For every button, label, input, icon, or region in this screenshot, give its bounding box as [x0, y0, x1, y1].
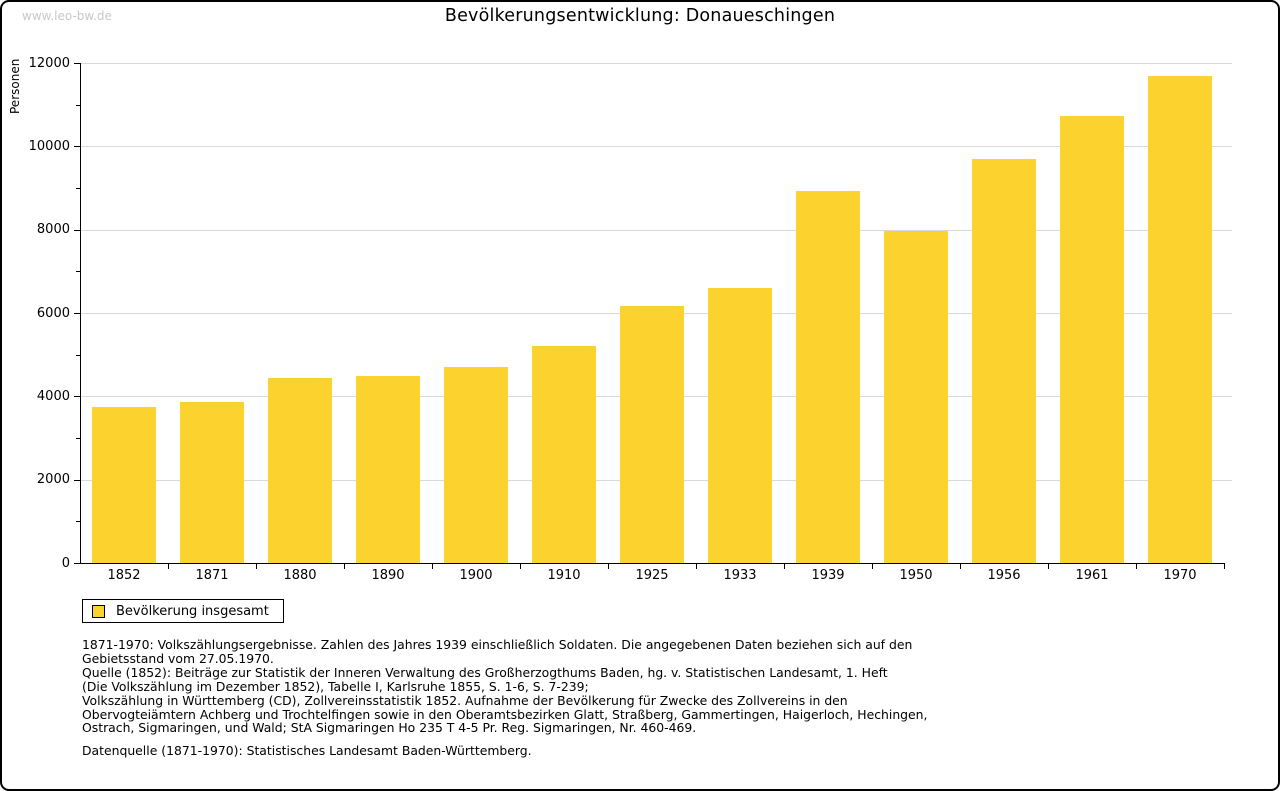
x-tick-label: 1933	[723, 568, 757, 583]
gridline	[81, 229, 1232, 231]
x-tick-label: 1950	[899, 568, 933, 583]
x-tick-label: 1871	[195, 568, 229, 583]
y-tick-label: 8000	[36, 222, 70, 238]
x-tick-label: 1925	[635, 568, 669, 583]
y-tick-label: 12000	[28, 55, 70, 71]
footnote-line: Quelle (1852): Beiträge zur Statistik de…	[82, 664, 888, 680]
y-axis-line	[80, 63, 81, 564]
bar-1939	[796, 191, 860, 563]
x-tick-label: 1852	[107, 568, 141, 583]
bar-1871	[180, 402, 244, 563]
datasource-line: Datenquelle (1871-1970): Statistisches L…	[82, 743, 532, 758]
chart-title: Bevölkerungsentwicklung: Donaueschingen	[444, 6, 836, 26]
x-tick	[960, 564, 961, 569]
x-tick	[168, 564, 169, 569]
y-minor-tick	[76, 271, 80, 273]
bar-1890	[356, 376, 420, 563]
x-tick	[256, 564, 257, 569]
x-tick	[432, 564, 433, 569]
y-major-tick	[74, 396, 80, 398]
x-tick-label: 1961	[1075, 568, 1109, 583]
bar-1956	[972, 158, 1036, 563]
y-tick-label: 10000	[28, 138, 70, 154]
gridline	[81, 63, 1232, 64]
x-axis-line	[80, 563, 1225, 564]
y-major-tick	[74, 563, 80, 564]
x-tick	[696, 564, 697, 569]
y-tick-label: 6000	[36, 305, 70, 321]
x-tick	[608, 564, 609, 569]
x-tick-label: 1890	[371, 568, 405, 583]
y-tick-label: 4000	[36, 388, 70, 404]
y-minor-tick	[76, 104, 80, 106]
x-tick-label: 1956	[987, 568, 1021, 583]
x-tick	[1224, 564, 1225, 569]
footnote-line: Obervogteiämtern Achberg und Trochtelfin…	[82, 706, 928, 722]
x-tick	[1048, 564, 1049, 569]
bar-1925	[620, 306, 684, 563]
x-tick	[784, 564, 785, 569]
y-major-tick	[74, 63, 80, 64]
bar-1852	[92, 406, 156, 564]
x-tick-label: 1939	[811, 568, 845, 583]
footnote-line: 1871-1970: Volkszählungsergebnisse. Zahl…	[82, 637, 913, 652]
y-tick-label: 0	[61, 555, 70, 571]
y-major-tick	[74, 313, 80, 314]
x-tick	[520, 564, 521, 569]
y-minor-tick	[76, 354, 80, 356]
legend-swatch-icon	[92, 604, 105, 618]
x-tick	[1136, 564, 1137, 569]
x-tick-label: 1970	[1163, 568, 1197, 583]
y-minor-tick	[76, 188, 80, 189]
y-minor-tick	[76, 521, 80, 523]
legend-box: Bevölkerung insgesamt	[82, 599, 284, 623]
y-tick-label: 2000	[36, 472, 70, 488]
footnotes: 1871-1970: Volkszählungsergebnisse. Zahl…	[82, 638, 927, 735]
footnote-line: Ostrach, Sigmaringen, und Wald; StA Sigm…	[82, 720, 697, 736]
footnote-line: Volkszählung in Württemberg (CD), Zollve…	[82, 692, 848, 708]
x-tick-label: 1910	[547, 568, 581, 583]
legend-label: Bevölkerung insgesamt	[116, 603, 269, 619]
y-major-tick	[74, 479, 80, 481]
y-minor-tick	[76, 438, 80, 439]
x-tick	[344, 564, 345, 569]
bar-1961	[1060, 115, 1124, 563]
bar-1933	[708, 287, 772, 563]
bar-1880	[268, 378, 332, 563]
y-major-tick	[74, 146, 80, 148]
x-tick-label: 1880	[283, 568, 317, 583]
bar-1970	[1148, 76, 1212, 563]
footnote-line: Gebietsstand vom 27.05.1970.	[82, 650, 274, 666]
y-major-tick	[74, 229, 80, 231]
watermark: www.leo-bw.de	[22, 9, 112, 23]
bar-1900	[444, 367, 508, 563]
bar-1950	[884, 231, 948, 563]
footnote-line: (Die Volkszählung im Dezember 1852), Tab…	[82, 678, 589, 694]
x-tick-label: 1900	[459, 568, 493, 583]
gridline	[81, 146, 1232, 148]
bar-1910	[532, 345, 596, 563]
x-tick	[872, 564, 873, 569]
